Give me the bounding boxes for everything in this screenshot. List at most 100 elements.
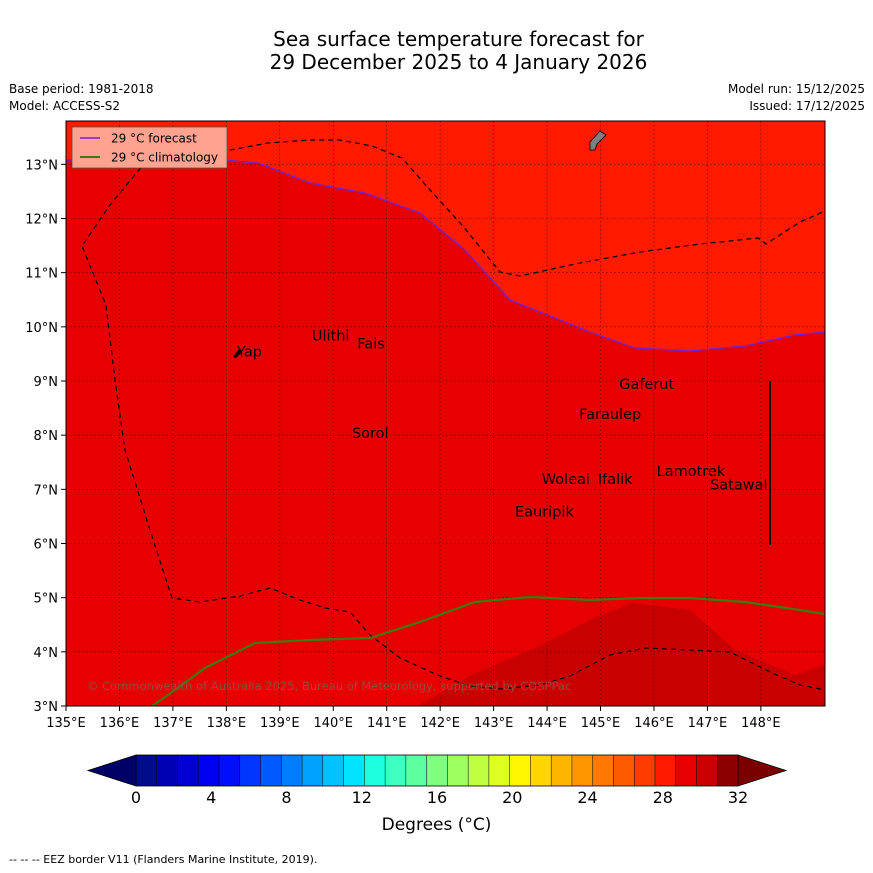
lon-tick-label: 144°E bbox=[527, 716, 567, 731]
place-label-sorol: Sorol bbox=[352, 426, 389, 442]
lat-tick-label: 9°N bbox=[34, 375, 59, 390]
title-line-1: Sea surface temperature forecast for bbox=[273, 27, 644, 51]
map-area: Yap Ulithi Fais Gaferut Faraulep Sorol Woleai I… bbox=[66, 121, 825, 706]
eez-border bbox=[157, 139, 825, 277]
lat-tick-label: 4°N bbox=[34, 646, 59, 661]
lat-tick-label: 11°N bbox=[25, 267, 58, 282]
colorbar-swatch bbox=[322, 755, 344, 786]
colorbar-swatch bbox=[634, 755, 656, 786]
lat-tick-label: 10°N bbox=[25, 321, 58, 336]
eez-footnote: -- -- -- EEZ border V11 (Flanders Marine… bbox=[9, 853, 318, 866]
colorbar-tick-label: 20 bbox=[502, 788, 522, 807]
base-period: Base period: 1981-2018 bbox=[9, 82, 154, 96]
colorbar-swatch bbox=[364, 755, 386, 786]
colorbar-swatch bbox=[156, 755, 178, 786]
place-label-ulithi: Ulithi bbox=[312, 328, 350, 344]
colorbar-swatch bbox=[343, 755, 365, 786]
colorbar-swatch bbox=[426, 755, 448, 786]
sst-field-mid bbox=[66, 158, 825, 706]
guam-island bbox=[589, 130, 607, 151]
colorbar-tick-label: 4 bbox=[206, 788, 216, 807]
place-label-gaferut: Gaferut bbox=[619, 377, 674, 393]
colorbar-tick-label: 0 bbox=[131, 788, 141, 807]
place-label-woleai: Woleai bbox=[542, 472, 590, 488]
colorbar-tick-label: 28 bbox=[653, 788, 673, 807]
place-label-faraulep: Faraulep bbox=[579, 407, 641, 423]
colorbar-swatch bbox=[385, 755, 407, 786]
colorbar-label: Degrees (°C) bbox=[381, 815, 492, 835]
yap-island bbox=[233, 349, 242, 358]
colorbar-swatch bbox=[447, 755, 469, 786]
colorbar-frame bbox=[135, 754, 739, 787]
place-label-fais: Fais bbox=[357, 337, 384, 353]
colorbar-swatch bbox=[717, 755, 739, 786]
lat-tick-label: 3°N bbox=[34, 700, 59, 715]
colorbar-swatch bbox=[592, 755, 614, 786]
lat-tick-label: 12°N bbox=[25, 213, 58, 228]
colorbar-tick-label: 24 bbox=[577, 788, 597, 807]
colorbar-swatch bbox=[405, 755, 428, 786]
colorbar-under-arrow bbox=[86, 754, 137, 787]
colorbar-swatch bbox=[302, 755, 324, 786]
colorbar-swatch bbox=[198, 755, 220, 786]
colorbar-tick-label: 32 bbox=[728, 788, 748, 807]
colorbar-tick-label: 8 bbox=[281, 788, 291, 807]
lon-tick-label: 137°E bbox=[153, 716, 193, 731]
map-frame bbox=[65, 120, 826, 707]
colorbar-swatch bbox=[177, 755, 199, 786]
sst-field-deep bbox=[418, 603, 825, 706]
lon-tick-label: 138°E bbox=[207, 716, 247, 731]
colorbar-swatch bbox=[530, 755, 552, 786]
axis-ticks: 135°E 136°E 137°E 138°E 139°E 140°E 141°E 142°E… bbox=[25, 158, 780, 731]
colorbar-over-arrow bbox=[737, 754, 788, 787]
place-label-lamotrek: Lamotrek bbox=[657, 464, 726, 480]
colorbar-swatch bbox=[613, 755, 635, 786]
colorbar-swatch bbox=[551, 755, 573, 786]
colorbar-swatch bbox=[675, 755, 697, 786]
lon-tick-label: 135°E bbox=[46, 716, 86, 731]
lon-tick-label: 148°E bbox=[741, 716, 781, 731]
map-legend: 29 °C forecast 29 °C climatology bbox=[71, 126, 228, 169]
colorbar-swatch bbox=[571, 755, 594, 786]
meta-right: Model run: 15/12/2025 Issued: 17/12/2025 bbox=[728, 81, 865, 115]
lat-tick-label: 13°N bbox=[25, 158, 58, 173]
legend-forecast-label: 29 °C forecast bbox=[111, 132, 197, 146]
copyright-note: © Commonwealth of Australia 2025, Bureau… bbox=[87, 679, 571, 693]
colorbar-swatch bbox=[509, 755, 531, 786]
lon-tick-label: 139°E bbox=[260, 716, 300, 731]
place-labels: Yap Ulithi Fais Gaferut Faraulep Sorol Woleai I… bbox=[236, 328, 767, 520]
colorbar-swatch bbox=[260, 755, 282, 786]
lon-tick-label: 142°E bbox=[420, 716, 460, 731]
colorbar-swatch bbox=[219, 755, 241, 786]
colorbar: 0 4 8 12 16 20 24 28 32 bbox=[86, 754, 788, 807]
lat-tick-label: 5°N bbox=[34, 592, 59, 607]
lon-tick-label: 147°E bbox=[688, 716, 728, 731]
climatology-29c-contour bbox=[151, 595, 825, 706]
model-run: Model run: 15/12/2025 bbox=[727, 82, 865, 96]
colorbar-swatch bbox=[136, 755, 158, 786]
place-label-satawal: Satawal bbox=[710, 477, 767, 493]
lon-tick-label: 140°E bbox=[313, 716, 353, 731]
colorbar-tick-label: 16 bbox=[427, 788, 447, 807]
meta-left: Base period: 1981-2018 Model: ACCESS-S2 bbox=[9, 81, 154, 115]
lon-tick-label: 146°E bbox=[634, 716, 674, 731]
lon-tick-label: 145°E bbox=[581, 716, 621, 731]
forecast-29c-contour bbox=[66, 157, 825, 352]
colorbar-swatch bbox=[654, 755, 677, 786]
place-label-eauripik: Eauripik bbox=[515, 504, 574, 520]
title-line-2: 29 December 2025 to 4 January 2026 bbox=[269, 50, 648, 74]
lon-tick-label: 136°E bbox=[100, 716, 140, 731]
chart-title: Sea surface temperature forecast for 29 … bbox=[0, 28, 873, 74]
model-name: Model: ACCESS-S2 bbox=[9, 99, 121, 113]
place-label-yap: Yap bbox=[236, 345, 262, 361]
colorbar-swatch bbox=[488, 755, 511, 786]
lat-tick-label: 7°N bbox=[34, 483, 59, 498]
lon-tick-label: 143°E bbox=[474, 716, 514, 731]
eez-border bbox=[81, 146, 825, 691]
legend-climatology-label: 29 °C climatology bbox=[111, 151, 218, 165]
colorbar-swatch bbox=[281, 755, 303, 786]
colorbar-swatch bbox=[696, 755, 718, 786]
colorbar-swatch bbox=[239, 755, 261, 786]
lon-tick-label: 141°E bbox=[367, 716, 407, 731]
